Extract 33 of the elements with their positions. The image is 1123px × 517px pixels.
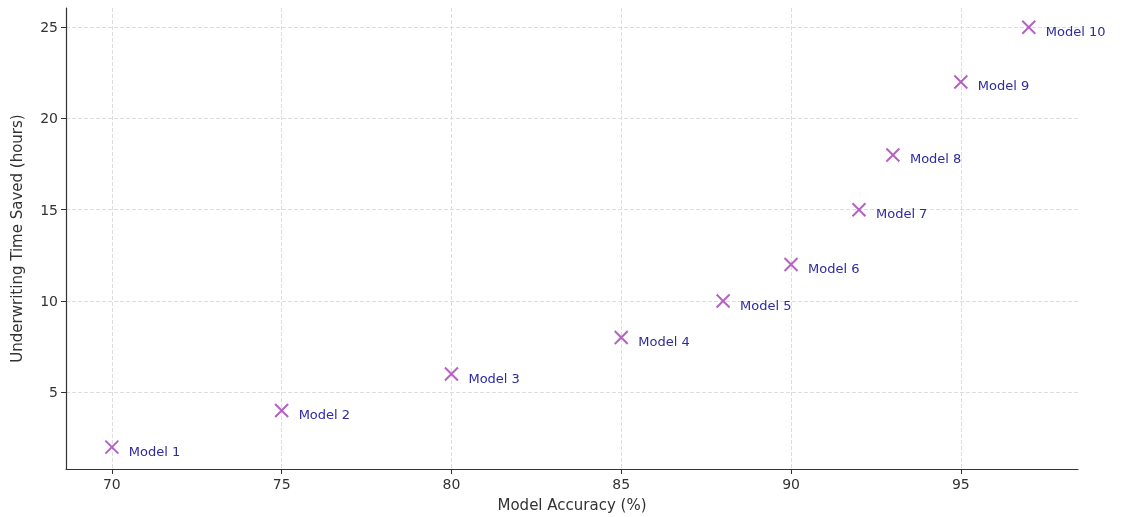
- annotation: Model 2: [298, 407, 351, 423]
- point: [1021, 19, 1037, 35]
- y-axis-title: Underwriting Time Saved (hours): [7, 114, 26, 363]
- y-tick-label: 10: [40, 293, 58, 310]
- point: [953, 74, 969, 90]
- annotation: Model 9: [977, 78, 1030, 94]
- y-tick-label: 15: [40, 201, 58, 218]
- y-tick-label: 25: [40, 19, 58, 36]
- y-tick-label: 20: [40, 110, 58, 127]
- annotation: Model 10: [1045, 23, 1106, 39]
- annotation: Model 8: [909, 151, 962, 167]
- x-tick-label: 80: [442, 476, 461, 492]
- point: [104, 439, 120, 455]
- x-tick-label: 90: [782, 476, 800, 492]
- annotation: Model 3: [468, 370, 520, 386]
- point: [613, 330, 629, 346]
- annotation: Model 1: [128, 443, 181, 459]
- point: [274, 403, 290, 419]
- point: [443, 366, 459, 382]
- annotation: Model 6: [808, 261, 860, 277]
- point: [783, 257, 799, 273]
- y-tick-label: 5: [49, 384, 58, 401]
- x-tick-label: 95: [951, 476, 970, 492]
- x-tick-label: 75: [272, 476, 291, 492]
- point: [715, 293, 731, 309]
- x-tick-label: 85: [612, 476, 631, 492]
- annotation: Model 7: [875, 206, 928, 222]
- annotation: Model 5: [740, 297, 792, 313]
- point: [885, 147, 901, 163]
- annotation: Model 4: [638, 334, 690, 350]
- point: [851, 202, 867, 218]
- x-tick-label: 70: [102, 476, 121, 492]
- x-axis-title: Model Accuracy (%): [497, 495, 647, 514]
